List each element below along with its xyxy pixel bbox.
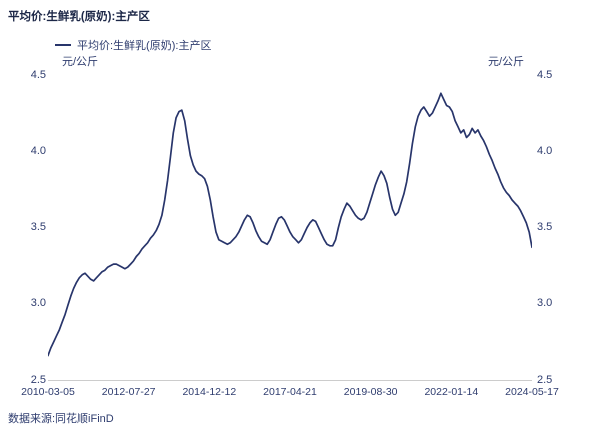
y-axis-tick-label: 3.5 bbox=[537, 221, 553, 233]
x-axis-tick-label: 2012-07-27 bbox=[101, 386, 156, 398]
y-axis-tick-label: 4.5 bbox=[537, 68, 553, 81]
y-axis-unit-right: 元/公斤 bbox=[488, 56, 525, 68]
y-axis-tick-label: 3.0 bbox=[30, 297, 46, 310]
x-axis-line bbox=[48, 380, 532, 381]
price-line-chart bbox=[48, 92, 532, 357]
x-axis-ticks: 2010-03-05 2012-07-27 2014-12-12 2017-04-21… bbox=[21, 386, 559, 400]
y-axis-ticks-right: 4.5 4.0 3.5 3.0 2.5 bbox=[537, 69, 571, 386]
y-axis-unit-left: 元/公斤 bbox=[62, 56, 99, 68]
x-axis-tick-label: 2019-08-30 bbox=[343, 386, 398, 398]
x-axis-tick-label: 2010-03-05 bbox=[21, 386, 75, 398]
y-axis-tick-label: 2.5 bbox=[30, 373, 46, 386]
y-axis-tick-label: 3.5 bbox=[30, 221, 46, 233]
x-axis-tick-label: 2022-01-14 bbox=[424, 386, 479, 398]
price-series-line bbox=[48, 92, 532, 357]
y-axis-tick-label: 4.0 bbox=[30, 144, 46, 157]
data-source: 数据来源:同花顺iFinD bbox=[8, 413, 114, 425]
x-axis-tick-label: 2017-04-21 bbox=[263, 386, 317, 398]
y-axis-tick-label: 4.0 bbox=[537, 144, 553, 157]
legend: 平均价:生鲜乳(原奶):主产区 bbox=[55, 37, 211, 53]
x-axis-tick-label: 2024-05-17 bbox=[505, 386, 559, 398]
y-axis-tick-label: 2.5 bbox=[537, 373, 553, 386]
chart-title: 平均价:生鲜乳(原奶):主产区 bbox=[8, 11, 150, 23]
y-axis-tick-label: 3.0 bbox=[537, 297, 553, 310]
x-axis-tick-label: 2014-12-12 bbox=[182, 386, 237, 398]
legend-line-marker-icon bbox=[55, 44, 71, 46]
y-axis-ticks-left: 4.5 4.0 3.5 3.0 2.5 bbox=[12, 69, 46, 386]
y-axis-tick-label: 4.5 bbox=[30, 68, 46, 81]
plot-area bbox=[48, 75, 532, 380]
legend-label: 平均价:生鲜乳(原奶):主产区 bbox=[77, 40, 212, 52]
